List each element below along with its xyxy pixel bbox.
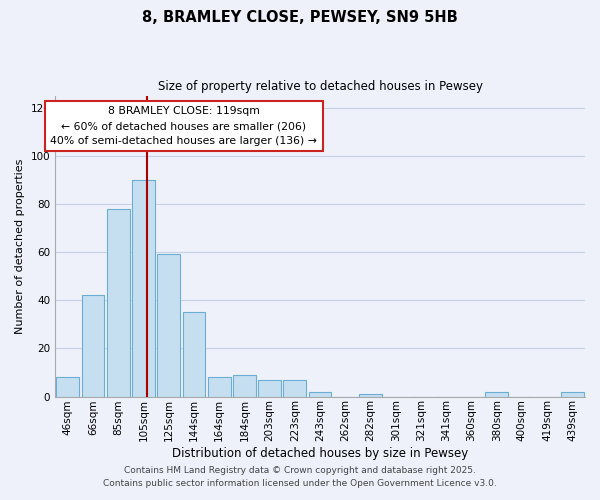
Bar [132,180,155,396]
Title: Size of property relative to detached houses in Pewsey: Size of property relative to detached ho… [158,80,482,93]
Bar [182,312,205,396]
Bar [359,394,382,396]
Bar [485,392,508,396]
Text: 8, BRAMLEY CLOSE, PEWSEY, SN9 5HB: 8, BRAMLEY CLOSE, PEWSEY, SN9 5HB [142,10,458,25]
Text: Contains HM Land Registry data © Crown copyright and database right 2025.
Contai: Contains HM Land Registry data © Crown c… [103,466,497,487]
X-axis label: Distribution of detached houses by size in Pewsey: Distribution of detached houses by size … [172,447,468,460]
Bar [107,208,130,396]
Bar [561,392,584,396]
Bar [56,378,79,396]
Bar [233,375,256,396]
Text: 8 BRAMLEY CLOSE: 119sqm
← 60% of detached houses are smaller (206)
40% of semi-d: 8 BRAMLEY CLOSE: 119sqm ← 60% of detache… [50,106,317,146]
Bar [208,378,230,396]
Bar [309,392,331,396]
Bar [283,380,306,396]
Y-axis label: Number of detached properties: Number of detached properties [15,158,25,334]
Bar [82,296,104,396]
Bar [258,380,281,396]
Bar [157,254,180,396]
